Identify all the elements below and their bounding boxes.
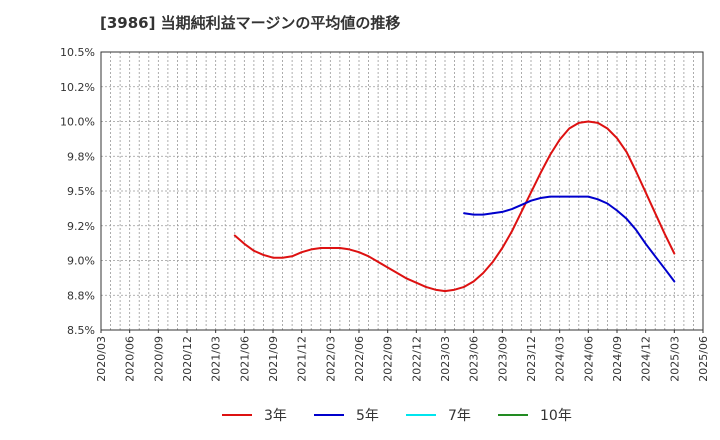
x-tick-label: 2022/12 xyxy=(410,336,423,382)
y-tick-label: 9.8% xyxy=(67,150,95,163)
y-tick-label: 10.5% xyxy=(60,46,95,59)
plot-border xyxy=(100,51,704,331)
series-line xyxy=(233,120,676,293)
x-tick-label: 2022/03 xyxy=(324,336,337,382)
x-tick-label: 2024/09 xyxy=(611,336,624,382)
series-lines xyxy=(233,120,676,293)
legend-label: 5年 xyxy=(356,408,379,424)
x-tick-label: 2023/03 xyxy=(439,336,452,382)
x-tick-label: 2021/09 xyxy=(267,336,280,382)
y-tick-label: 9.5% xyxy=(67,185,95,198)
legend-label: 10年 xyxy=(540,408,572,424)
chart-title: [3986] 当期純利益マージンの平均値の推移 xyxy=(100,14,401,32)
y-tick-label: 9.2% xyxy=(67,220,95,233)
x-tick-label: 2020/09 xyxy=(152,336,165,382)
legend-label: 3年 xyxy=(264,408,287,424)
x-tick-label: 2020/03 xyxy=(95,336,108,382)
x-tick-label: 2025/03 xyxy=(668,336,681,382)
legend-label: 7年 xyxy=(448,408,471,424)
x-tick-label: 2021/06 xyxy=(238,336,251,382)
x-tick-label: 2021/12 xyxy=(296,336,309,382)
y-tick-label: 8.5% xyxy=(67,324,95,337)
x-tick-label: 2024/12 xyxy=(640,336,653,382)
y-axis: 8.5% 8.8% 9.0% 9.2% 9.5% 9.8% 10.0% 10.2% 10.5% xyxy=(60,46,95,337)
x-axis: 2020/03 2020/06 2020/09 2020/12 2021/03 2021/… xyxy=(95,330,710,382)
y-tick-label: 10.2% xyxy=(60,81,95,94)
y-tick-label: 9.0% xyxy=(67,255,95,268)
x-tick-label: 2023/06 xyxy=(468,336,481,382)
legend: 3年 5年 7年 10年 xyxy=(222,408,572,424)
x-tick-label: 2021/03 xyxy=(210,336,223,382)
series-line xyxy=(463,195,676,283)
x-tick-label: 2020/06 xyxy=(124,336,137,382)
x-tick-label: 2022/06 xyxy=(353,336,366,382)
grid xyxy=(101,52,703,330)
y-tick-label: 8.8% xyxy=(67,289,95,302)
x-tick-label: 2020/12 xyxy=(181,336,194,382)
x-tick-label: 2023/09 xyxy=(496,336,509,382)
x-tick-label: 2024/06 xyxy=(582,336,595,382)
x-tick-label: 2025/06 xyxy=(697,336,710,382)
x-tick-label: 2024/03 xyxy=(554,336,567,382)
y-tick-label: 10.0% xyxy=(60,116,95,129)
x-tick-label: 2023/12 xyxy=(525,336,538,382)
x-tick-label: 2022/09 xyxy=(382,336,395,382)
